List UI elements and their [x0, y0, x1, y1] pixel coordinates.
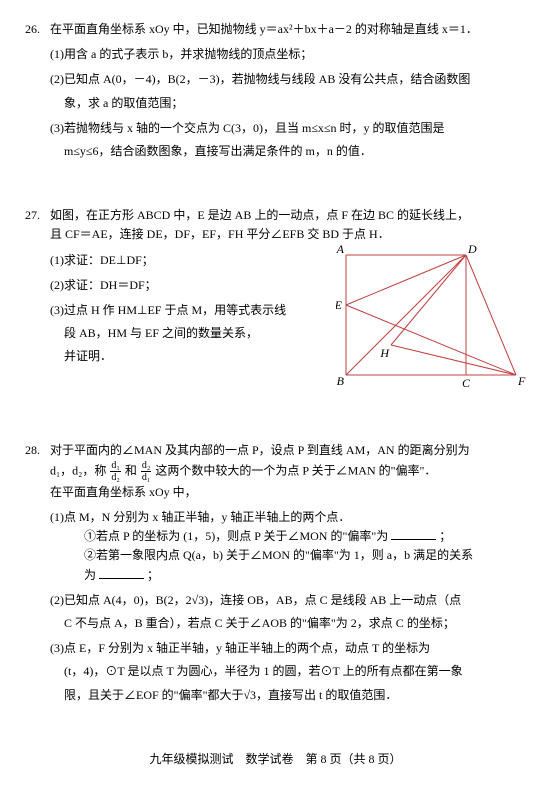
p27-sub3: (3) 过点 H 作 HM⊥EF 于点 M，用等式表示线 段 AB，HM 与 E…	[50, 301, 326, 367]
problem-26-body: 在平面直角坐标系 xOy 中，已知抛物线 y＝ax²＋bx＋a－2 的对称轴是直…	[50, 20, 526, 161]
p26-sub2: (2) 已知点 A(0，－4)，B(2，－3)，若抛物线与线段 AB 没有公共点…	[50, 70, 526, 112]
p28-sub1-circ1b: ；	[436, 529, 451, 543]
fraction-d1-d2: d₁d₂	[110, 460, 121, 483]
p27-sub2: (2) 求证：DH＝DF；	[50, 276, 326, 295]
p28-sub3-content: 点 E，F 分别为 x 轴正半轴，y 轴正半轴上的两个点，动点 T 的坐标为 (…	[64, 639, 526, 705]
p26-sub3-line1: 若抛物线与 x 轴的一个交点为 C(3，0)，且当 m≤x≤n 时，y 的取值范…	[64, 119, 526, 138]
p27-layout: (1) 求证：DE⊥DF； (2) 求证：DH＝DF； (3) 过点 H 作 H…	[50, 245, 526, 396]
fraction-d2-d1: d₂d₁	[141, 460, 152, 483]
problem-27-body: 如图，在正方形 ABCD 中，E 是边 AB 上的一动点，点 F 在边 BC 的…	[50, 206, 526, 396]
p26-sub1-num: (1)	[50, 45, 64, 64]
p27-figure: A D B C F E H	[336, 245, 526, 396]
p27-sub3-content: 过点 H 作 HM⊥EF 于点 M，用等式表示线 段 AB，HM 与 EF 之间…	[64, 301, 326, 367]
p28-intro-line2: d₁，d₂，称 d₁d₂ 和 d₂d₁ 这两个数中较大的一个为点 P 关于∠MA…	[50, 460, 526, 483]
blank-field-2	[99, 566, 144, 579]
p28-sub3-line1: 点 E，F 分别为 x 轴正半轴，y 轴正半轴上的两个点，动点 T 的坐标为	[64, 639, 526, 658]
p27-sub2-num: (2)	[50, 276, 64, 295]
p27-sub3-line2: 段 AB，HM 与 EF 之间的数量关系，	[64, 324, 326, 343]
p28-sub3: (3) 点 E，F 分别为 x 轴正半轴，y 轴正半轴上的两个点，动点 T 的坐…	[50, 639, 526, 705]
p28-sub2-content: 已知点 A(4，0)，B(2，2√3)，连接 OB，AB，点 C 是线段 AB …	[64, 591, 526, 633]
svg-text:B: B	[337, 374, 345, 388]
p27-sub1-text: 求证：DE⊥DF；	[64, 251, 326, 270]
p28-sub1-circ2a: ②若第一象限内点 Q(a，b) 关于∠MON 的"偏率"为 1，则 a，b 满足…	[84, 546, 526, 565]
problem-26-intro: 在平面直角坐标系 xOy 中，已知抛物线 y＝ax²＋bx＋a－2 的对称轴是直…	[50, 20, 526, 39]
p28-sub1-circ2: ②若第一象限内点 Q(a，b) 关于∠MON 的"偏率"为 1，则 a，b 满足…	[84, 546, 526, 584]
p28-sub2-line1: 已知点 A(4，0)，B(2，2√3)，连接 OB，AB，点 C 是线段 AB …	[64, 591, 526, 610]
p27-sub3-line1: 过点 H 作 HM⊥EF 于点 M，用等式表示线	[64, 301, 326, 320]
p26-sub2-line2: 象，求 a 的取值范围；	[64, 94, 526, 113]
p28-intro-line2b: 和	[125, 463, 140, 477]
problem-28-number: 28.	[25, 441, 50, 460]
svg-text:H: H	[379, 346, 390, 360]
p26-sub2-line1: 已知点 A(0，－4)，B(2，－3)，若抛物线与线段 AB 没有公共点，结合函…	[64, 70, 526, 89]
svg-text:F: F	[517, 374, 526, 388]
p26-sub1: (1) 用含 a 的式子表示 b，并求抛物线的顶点坐标；	[50, 45, 526, 64]
p28-sub2-num: (2)	[50, 591, 64, 633]
svg-text:C: C	[462, 376, 471, 390]
p27-sub3-line3: 并证明．	[64, 347, 326, 366]
p28-sub1-circ2-blank: 为 ；	[84, 566, 526, 585]
problem-26: 26. 在平面直角坐标系 xOy 中，已知抛物线 y＝ax²＋bx＋a－2 的对…	[25, 20, 526, 161]
p28-sub2: (2) 已知点 A(4，0)，B(2，2√3)，连接 OB，AB，点 C 是线段…	[50, 591, 526, 633]
p26-sub3-line2: m≤y≤6，结合函数图象，直接写出满足条件的 m，n 的值．	[64, 142, 526, 161]
problem-28-header: 28. 对于平面内的∠MAN 及其内部的一点 P，设点 P 到直线 AM，AN …	[25, 441, 526, 705]
problem-26-number: 26.	[25, 20, 50, 39]
p28-sub1-circ1a: ①若点 P 的坐标为 (1，5)，则点 P 关于∠MON 的"偏率"为	[84, 529, 391, 543]
problem-28-body: 对于平面内的∠MAN 及其内部的一点 P，设点 P 到直线 AM，AN 的距离分…	[50, 441, 526, 705]
problem-27-header: 27. 如图，在正方形 ABCD 中，E 是边 AB 上的一动点，点 F 在边 …	[25, 206, 526, 396]
p28-intro-line2c: 这两个数中较大的一个为点 P 关于∠MAN 的"偏率"．	[155, 463, 436, 477]
p28-sub3-line2: (t，4)，⊙T 是以点 T 为圆心，半径为 1 的圆，若⊙T 上的所有点都在第…	[64, 662, 526, 681]
p28-sub3-line3: 限，且关于∠EOF 的"偏率"都大于√3，直接写出 t 的取值范围．	[64, 686, 526, 705]
p26-sub3-num: (3)	[50, 119, 64, 161]
geometry-diagram: A D B C F E H	[336, 245, 526, 390]
p28-intro-line3: 在平面直角坐标系 xOy 中，	[50, 483, 526, 502]
svg-text:A: A	[336, 245, 345, 256]
p28-sub1-circ1: ①若点 P 的坐标为 (1，5)，则点 P 关于∠MON 的"偏率"为 ；	[84, 527, 526, 546]
p28-sub1-circ2b: 为	[84, 568, 99, 582]
problem-28: 28. 对于平面内的∠MAN 及其内部的一点 P，设点 P 到直线 AM，AN …	[25, 441, 526, 705]
problem-26-header: 26. 在平面直角坐标系 xOy 中，已知抛物线 y＝ax²＋bx＋a－2 的对…	[25, 20, 526, 161]
p27-sub2-text: 求证：DH＝DF；	[64, 276, 326, 295]
problem-27: 27. 如图，在正方形 ABCD 中，E 是边 AB 上的一动点，点 F 在边 …	[25, 206, 526, 396]
p27-intro-line2: 且 CF＝AE，连接 DE，DF，EF，FH 平分∠EFB 交 BD 于点 H．	[50, 225, 526, 244]
p28-sub1-text: 点 M，N 分别为 x 轴正半轴，y 轴正半轴上的两个点．	[64, 508, 526, 527]
p27-sub1-num: (1)	[50, 251, 64, 270]
p27-sub3-num: (3)	[50, 301, 64, 367]
p28-sub1-circ2c: ；	[144, 568, 159, 582]
p26-sub3-content: 若抛物线与 x 轴的一个交点为 C(3，0)，且当 m≤x≤n 时，y 的取值范…	[64, 119, 526, 161]
p27-intro-line1: 如图，在正方形 ABCD 中，E 是边 AB 上的一动点，点 F 在边 BC 的…	[50, 206, 526, 225]
svg-text:E: E	[336, 298, 343, 312]
p27-text-column: (1) 求证：DE⊥DF； (2) 求证：DH＝DF； (3) 过点 H 作 H…	[50, 245, 336, 367]
p27-sub1: (1) 求证：DE⊥DF；	[50, 251, 326, 270]
blank-field	[391, 527, 436, 540]
p28-sub3-num: (3)	[50, 639, 64, 705]
p26-sub2-num: (2)	[50, 70, 64, 112]
p26-sub3: (3) 若抛物线与 x 轴的一个交点为 C(3，0)，且当 m≤x≤n 时，y …	[50, 119, 526, 161]
p28-sub1: (1) 点 M，N 分别为 x 轴正半轴，y 轴正半轴上的两个点． ①若点 P …	[50, 508, 526, 585]
p28-sub1-content: 点 M，N 分别为 x 轴正半轴，y 轴正半轴上的两个点． ①若点 P 的坐标为…	[64, 508, 526, 585]
svg-text:D: D	[467, 245, 477, 256]
p28-sub1-num: (1)	[50, 508, 64, 585]
p28-intro-line1: 对于平面内的∠MAN 及其内部的一点 P，设点 P 到直线 AM，AN 的距离分…	[50, 441, 526, 460]
p26-sub2-content: 已知点 A(0，－4)，B(2，－3)，若抛物线与线段 AB 没有公共点，结合函…	[64, 70, 526, 112]
p28-sub2-line2: C 不与点 A，B 重合），若点 C 关于∠AOB 的"偏率"为 2，求点 C …	[64, 614, 526, 633]
problem-27-number: 27.	[25, 206, 50, 225]
p28-intro-line2a: d₁，d₂，称	[50, 463, 109, 477]
p26-sub1-text: 用含 a 的式子表示 b，并求抛物线的顶点坐标；	[64, 45, 526, 64]
page-footer: 九年级模拟测试 数学试卷 第 8 页（共 8 页）	[25, 750, 526, 769]
